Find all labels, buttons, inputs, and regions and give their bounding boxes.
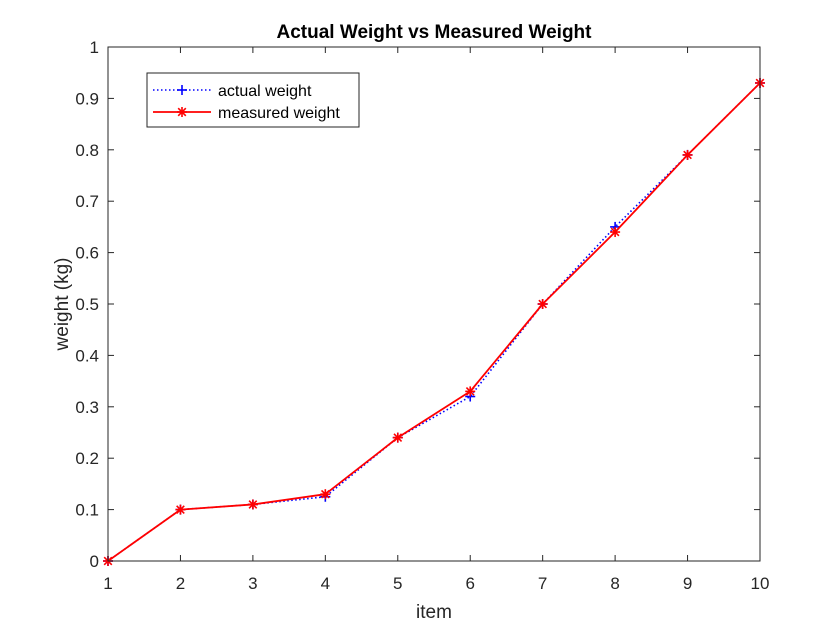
series-1-point-7-d2 [610,227,620,237]
legend-label-0: actual weight [218,83,312,100]
legend-box [146,72,360,128]
series-1-point-3 [320,489,331,500]
y-tick-label-1: 0.1 [75,501,99,520]
y-tick-label-7: 0.7 [75,192,99,211]
x-tick-label-9: 10 [751,574,770,593]
y-tick-label-5: 0.5 [75,295,99,314]
chart-title: Actual Weight vs Measured Weight [277,22,593,43]
legend-marker-1 [177,107,187,117]
plot-area [108,47,760,561]
y-tick-label-4: 0.4 [75,346,99,365]
y-tick-label-0: 0 [90,552,99,571]
series-layer [103,77,765,566]
series-1-point-1 [175,504,186,515]
series-1-point-4-d2 [393,433,403,443]
legend-label-1: measured weight [218,105,340,122]
x-axis-label: item [416,602,452,623]
y-tick-label-10: 1 [90,38,99,57]
series-1-point-2-d2 [248,500,258,509]
series-1-point-8 [682,149,693,160]
y-tick-label-9: 0.9 [75,89,99,108]
x-tick-label-0: 1 [103,574,112,593]
series-1-point-6 [537,299,548,309]
series-1-point-1-d2 [176,505,185,514]
x-tick-label-4: 5 [393,574,402,593]
legend-marker-0 [177,85,187,95]
series-1-point-5-d2 [465,387,475,396]
series-1-point-8-d2 [683,150,692,160]
legend: actual weight measured weight [146,72,360,128]
series-1-point-3-d2 [320,489,330,499]
series-1-point-5 [465,386,476,397]
y-tick-label-6: 0.6 [75,244,99,263]
y-axis-label: weight (kg) [52,258,73,352]
legend-marker-1-d2 [177,107,187,117]
series-1-point-7 [610,227,621,238]
x-tick-label-5: 6 [465,574,474,593]
x-tick-label-1: 2 [176,574,185,593]
series-1-line [107,82,761,562]
series-1-point-4 [392,432,403,443]
x-tick-label-6: 7 [538,574,547,593]
y-tick-label-8: 0.8 [75,141,99,160]
y-tick-label-3: 0.3 [75,398,99,417]
x-tick-label-3: 4 [321,574,330,593]
x-tick-label-8: 9 [683,574,692,593]
series-1-point-6-d2 [538,299,548,309]
series-1-point-2 [247,499,258,510]
y-tick-label-2: 0.2 [75,449,99,468]
x-tick-label-7: 8 [610,574,619,593]
axes-layer: 1 2 3 4 5 6 7 8 9 10 0 0.1 0.2 0.3 0.4 0.5 0.6 0.7 0.8 0.9 1 [75,38,769,593]
x-tick-label-2: 3 [248,574,257,593]
